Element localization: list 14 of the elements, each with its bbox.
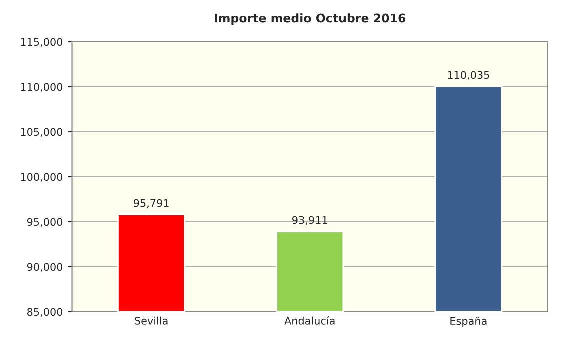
- y-tick-label: 110,000: [21, 83, 63, 92]
- y-tick-label: 105,000: [21, 128, 63, 138]
- y-tick-label: 90,000: [27, 263, 63, 272]
- x-tick-label: Andalucía: [284, 316, 335, 325]
- chart-title: Importe medio Octubre 2016: [215, 14, 406, 26]
- y-tick-label: 115,000: [21, 38, 63, 48]
- data-label: 93,911: [292, 216, 328, 226]
- data-label: 95,791: [134, 199, 169, 208]
- y-tick-label: 95,000: [27, 218, 63, 228]
- y-tick-label: 85,000: [27, 308, 63, 318]
- data-label: 110,035: [448, 71, 490, 80]
- x-tick-label: España: [450, 316, 487, 328]
- y-tick-label: 100,000: [21, 173, 63, 182]
- x-tick-label: Sevilla: [135, 316, 168, 325]
